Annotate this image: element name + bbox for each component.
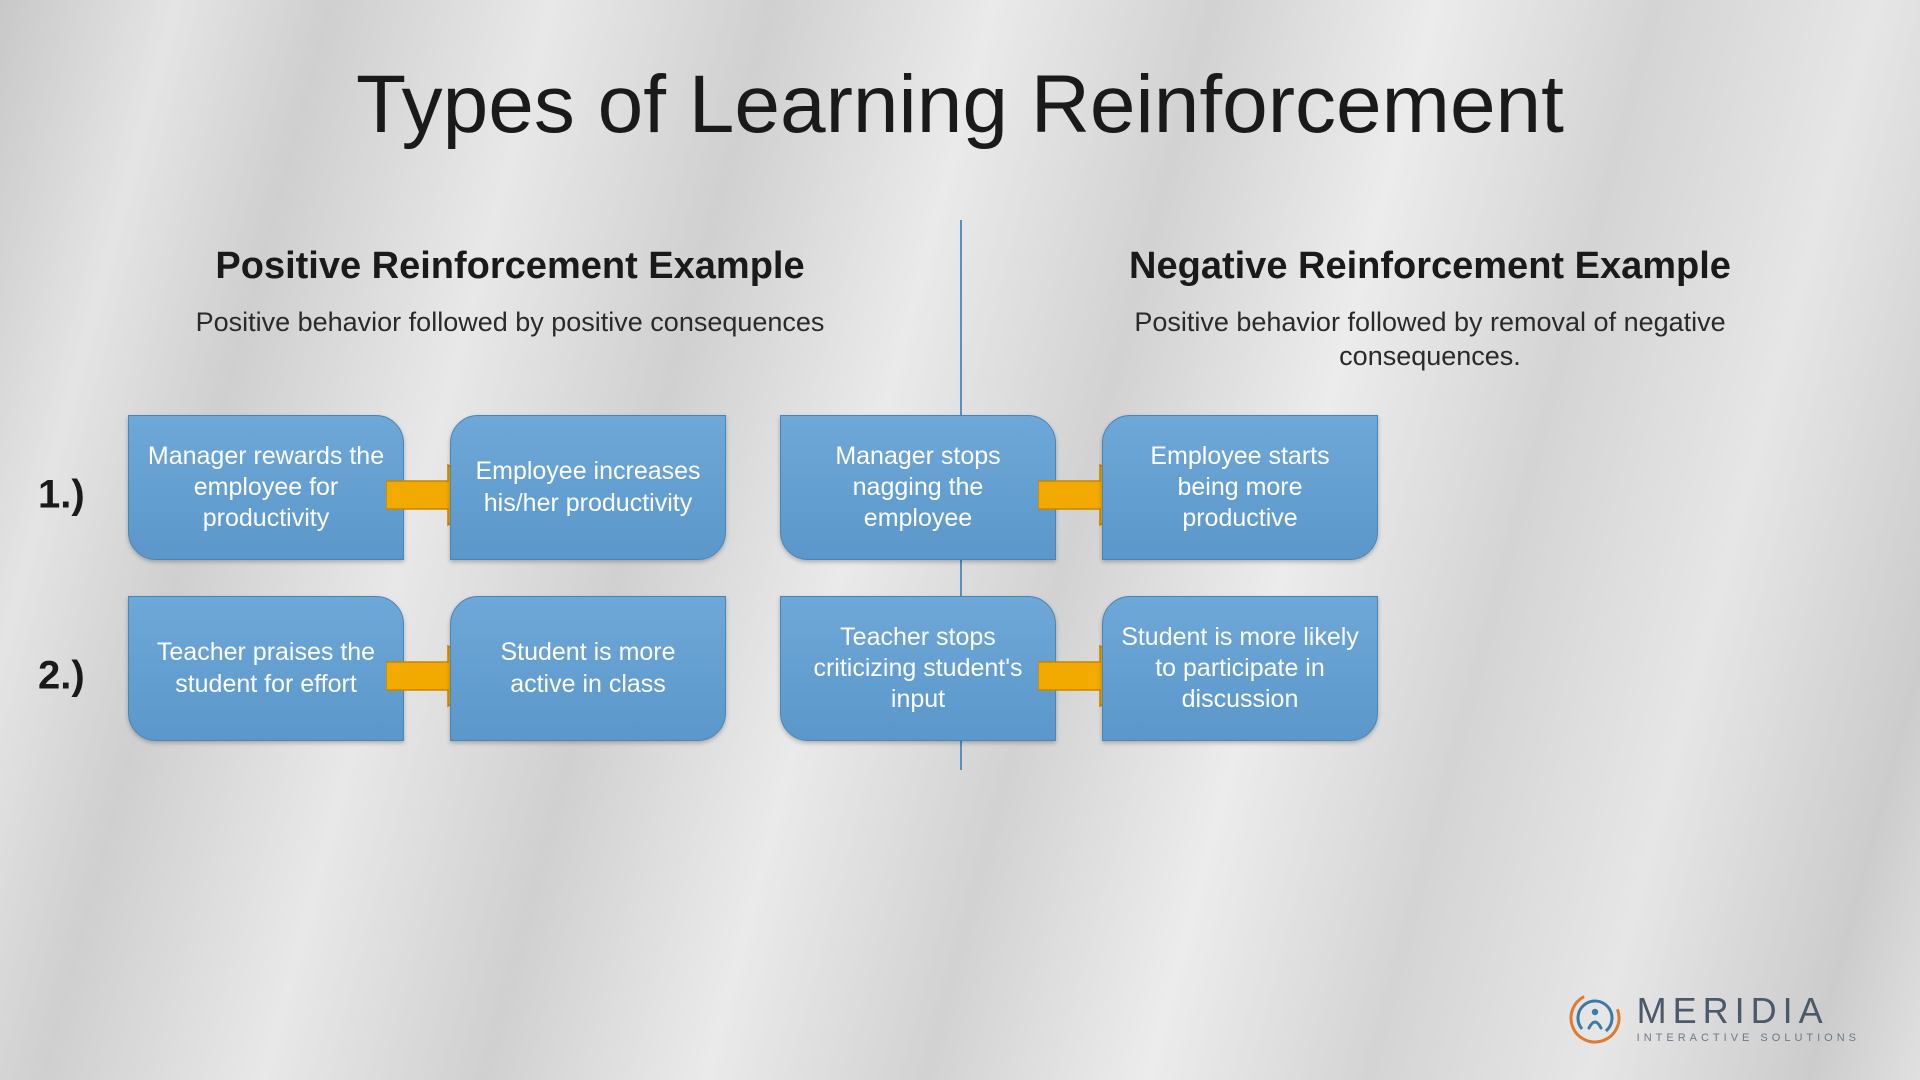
box-neg-2-cause: Teacher stops criticizing student's inpu… — [780, 596, 1056, 741]
box-pos-1-effect: Employee increases his/her productivity — [450, 415, 726, 560]
column-positive: Positive Reinforcement Example Positive … — [80, 245, 940, 340]
positive-description: Positive behavior followed by positive c… — [80, 306, 940, 340]
logo-tagline: INTERACTIVE SOLUTIONS — [1637, 1033, 1860, 1044]
logo-text: MERIDIA INTERACTIVE SOLUTIONS — [1637, 993, 1860, 1044]
logo-name: MERIDIA — [1637, 993, 1860, 1029]
box-neg-1-cause: Manager stops nagging the employee — [780, 415, 1056, 560]
box-pos-2-cause: Teacher praises the student for effort — [128, 596, 404, 741]
row-2-label: 2.) — [38, 654, 118, 699]
box-pos-1-cause: Manager rewards the employee for product… — [128, 415, 404, 560]
slide-title: Types of Learning Reinforcement — [0, 58, 1920, 152]
brand-logo: MERIDIA INTERACTIVE SOLUTIONS — [1567, 990, 1860, 1046]
box-neg-1-effect: Employee starts being more productive — [1102, 415, 1378, 560]
negative-heading: Negative Reinforcement Example — [1000, 245, 1860, 288]
positive-heading: Positive Reinforcement Example — [80, 245, 940, 288]
box-neg-2-effect: Student is more likely to participate in… — [1102, 596, 1378, 741]
column-negative: Negative Reinforcement Example Positive … — [1000, 245, 1860, 374]
negative-description: Positive behavior followed by removal of… — [1000, 306, 1860, 374]
row-1-label: 1.) — [38, 473, 118, 518]
logo-mark-icon — [1567, 990, 1623, 1046]
box-pos-2-effect: Student is more active in class — [450, 596, 726, 741]
